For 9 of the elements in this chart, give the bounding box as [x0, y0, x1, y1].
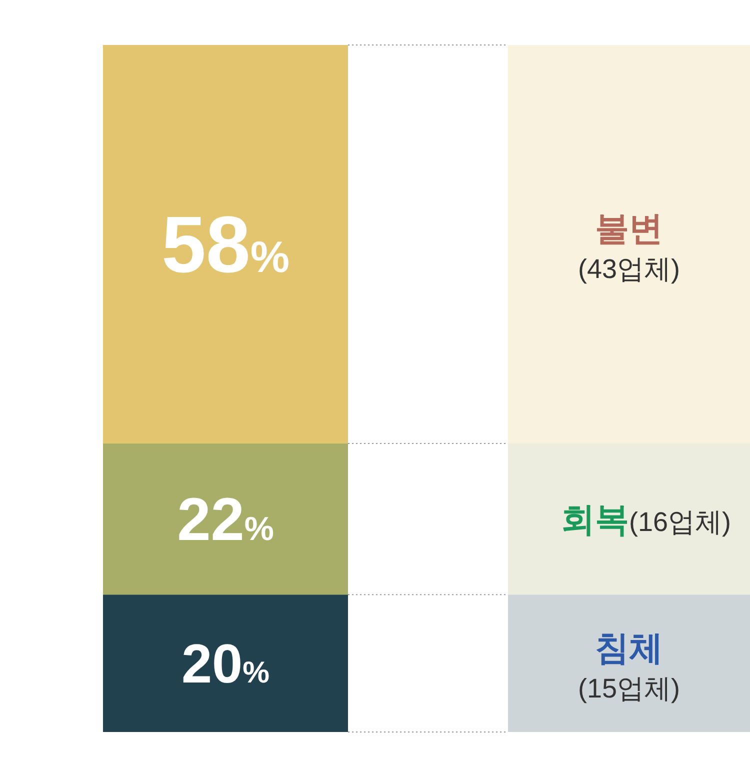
- data-label: 58%: [161, 200, 290, 290]
- text: 불변: [595, 210, 663, 248]
- text: (43업체): [578, 254, 680, 284]
- text: (15업체): [578, 673, 680, 704]
- text: (16업체): [629, 507, 732, 538]
- data-label: 22%: [177, 485, 274, 554]
- text: 회복: [561, 501, 629, 540]
- text: 침체: [595, 629, 663, 668]
- data-label: 20%: [182, 632, 270, 695]
